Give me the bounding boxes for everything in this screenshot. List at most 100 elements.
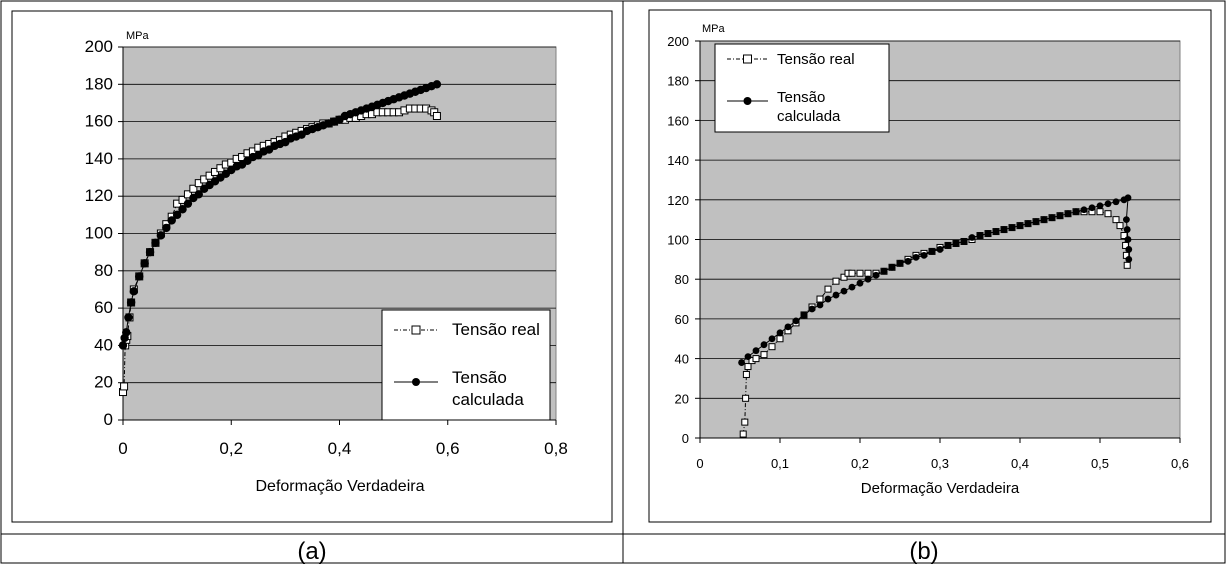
legend-box (381, 309, 551, 421)
y-axis-unit: MPa (702, 23, 726, 35)
x-tick-label: 0,8 (544, 439, 568, 458)
chart-b: 0 20 40 60 80 100 120 140 160 180 200 0 0,1 0,2 0,3 0,4… (667, 23, 1189, 497)
data-point-tensao-calculada (1123, 226, 1131, 233)
x-tick-label: 0,2 (851, 456, 869, 471)
data-point-tensao-calculada (1040, 216, 1048, 224)
data-point-tensao-calculada (1123, 216, 1130, 224)
data-point-tensao-calculada (864, 275, 872, 283)
data-point-tensao-calculada (432, 80, 442, 89)
y-tick-label: 60 (94, 298, 113, 317)
data-point-tensao-calculada (1048, 214, 1056, 222)
x-tick-label: 0,3 (931, 456, 949, 471)
data-point-tensao-real (1116, 222, 1124, 230)
data-point-tensao-real (741, 418, 749, 426)
data-point-tensao-calculada (968, 234, 976, 241)
data-point-tensao-calculada (992, 228, 1000, 235)
data-point-tensao-calculada (792, 317, 800, 325)
data-point-tensao-real (816, 295, 824, 303)
legend-marker-tensao-real (743, 54, 752, 64)
data-point-tensao-real (864, 269, 872, 277)
data-point-tensao-calculada (156, 231, 166, 240)
data-point-tensao-calculada (904, 257, 912, 265)
data-point-tensao-real (742, 370, 750, 378)
data-point-tensao-calculada (178, 205, 187, 214)
data-point-tensao-calculada (1008, 224, 1016, 231)
legend-marker-tensao-calculada (412, 378, 420, 386)
data-point-tensao-calculada (1032, 218, 1040, 226)
data-point-tensao-calculada (129, 287, 139, 296)
y-tick-label: 0 (104, 410, 113, 429)
y-axis-unit: MPa (126, 30, 150, 42)
data-point-tensao-real (832, 277, 840, 285)
data-point-tensao-calculada (738, 359, 745, 366)
data-point-tensao-calculada (1124, 194, 1132, 202)
data-point-tensao-calculada (167, 216, 176, 225)
data-point-tensao-calculada (912, 253, 920, 261)
data-point-tensao-calculada (1124, 236, 1132, 243)
y-tick-label: 40 (94, 335, 113, 354)
y-tick-label: 160 (667, 113, 689, 128)
data-point-tensao-real (1112, 216, 1120, 224)
data-point-tensao-real (1096, 208, 1104, 216)
data-point-tensao-calculada (744, 353, 752, 361)
data-point-tensao-calculada (1000, 226, 1008, 233)
data-point-tensao-calculada (816, 301, 824, 309)
data-point-tensao-real (1120, 232, 1128, 240)
data-point-tensao-real (848, 269, 856, 277)
data-point-tensao-calculada (1112, 198, 1120, 206)
data-point-tensao-calculada (784, 323, 792, 331)
data-point-tensao-calculada (162, 223, 171, 233)
y-tick-label: 180 (667, 74, 689, 89)
data-point-tensao-calculada (776, 329, 784, 337)
y-tick-label: 120 (85, 186, 113, 205)
data-point-tensao-calculada (145, 247, 155, 257)
data-point-tensao-calculada (984, 230, 992, 237)
y-tick-label: 120 (667, 193, 689, 208)
y-tick-label: 140 (85, 149, 113, 168)
data-point-tensao-real (1123, 261, 1131, 269)
x-tick-label: 0,1 (771, 456, 789, 471)
data-point-tensao-calculada (808, 305, 816, 313)
data-point-tensao-real (744, 363, 752, 371)
y-tick-label: 40 (675, 352, 689, 367)
data-point-tensao-calculada (872, 271, 880, 279)
legend-marker-tensao-real (411, 325, 421, 335)
data-point-tensao-real (739, 430, 747, 438)
legend-label: Tensão calculada (777, 89, 841, 125)
data-point-tensao-calculada (896, 259, 904, 267)
legend-label: Tensão real (777, 51, 855, 68)
data-point-tensao-calculada (1024, 220, 1032, 228)
data-point-tensao-calculada (151, 238, 160, 248)
data-point-tensao-real (840, 273, 848, 281)
data-point-tensao-calculada (122, 328, 131, 337)
data-point-tensao-real (768, 343, 776, 351)
legend-marker-tensao-calculada (743, 97, 752, 105)
x-tick-label: 0,6 (436, 439, 460, 458)
data-point-tensao-calculada (752, 347, 760, 355)
data-point-tensao-calculada (1125, 255, 1133, 263)
data-point-tensao-calculada (140, 259, 149, 268)
series-line-tensao-real (742, 211, 1128, 435)
data-point-tensao-calculada (880, 267, 888, 275)
x-tick-label: 0,2 (219, 439, 243, 458)
data-point-tensao-calculada (944, 242, 952, 249)
data-point-tensao-calculada (1056, 212, 1064, 220)
data-point-tensao-calculada (118, 341, 128, 350)
data-point-tensao-calculada (126, 298, 136, 307)
y-tick-label: 200 (85, 37, 113, 56)
data-point-tensao-calculada (1080, 206, 1088, 214)
y-tick-label: 20 (94, 373, 113, 392)
data-point-tensao-calculada (1125, 246, 1133, 253)
data-point-tensao-calculada (194, 190, 203, 199)
data-point-tensao-calculada (124, 313, 133, 322)
data-point-tensao-real (752, 355, 760, 363)
y-tick-label: 80 (675, 272, 689, 287)
x-tick-label: 0,6 (1171, 456, 1189, 471)
data-point-tensao-calculada (888, 263, 896, 271)
data-point-tensao-real (856, 269, 864, 277)
caption-a: (a) (297, 538, 326, 564)
legend-label: Tensão calculada (452, 368, 524, 409)
data-point-tensao-real (760, 351, 768, 359)
data-point-tensao-calculada (172, 210, 182, 220)
